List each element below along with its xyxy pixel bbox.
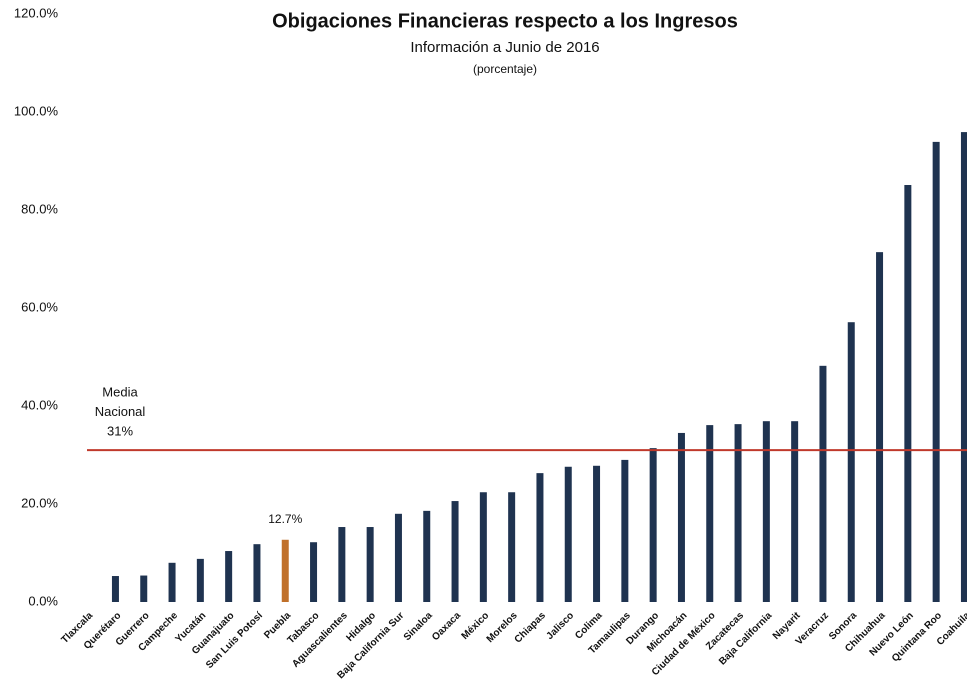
y-tick-label: 40.0% — [21, 397, 58, 412]
bar — [706, 425, 714, 602]
x-tick-label: Oaxaca — [430, 610, 463, 643]
bar — [536, 473, 544, 602]
y-tick-label: 60.0% — [21, 299, 58, 314]
y-tick-label: 120.0% — [14, 5, 59, 20]
bar — [111, 576, 119, 602]
y-tick-label: 0.0% — [28, 593, 58, 608]
bar — [281, 539, 289, 602]
bar — [310, 542, 318, 602]
bar — [140, 575, 148, 602]
bar — [677, 432, 685, 602]
bar — [479, 492, 487, 602]
bar — [394, 513, 402, 602]
bar — [593, 465, 601, 602]
x-tick-label: Sinaloa — [402, 610, 435, 643]
y-tick-label: 100.0% — [14, 103, 59, 118]
mean-annotation: Nacional — [95, 404, 146, 419]
bar — [225, 551, 233, 602]
bar — [423, 510, 431, 602]
bar — [762, 421, 770, 602]
chart-subtitle: Información a Junio de 2016 — [410, 39, 599, 56]
x-tick-label: Baja California — [717, 610, 775, 668]
bar — [791, 421, 799, 602]
unit-note: (porcentaje) — [473, 62, 537, 76]
bar — [621, 459, 629, 602]
bar — [960, 132, 967, 602]
x-tick-label: Jalisco — [544, 610, 576, 642]
y-tick-label: 20.0% — [21, 495, 58, 510]
bar — [904, 185, 912, 602]
bar — [649, 448, 657, 602]
bar — [196, 558, 204, 602]
bar — [338, 527, 346, 602]
x-tick-label: Quintana Roo — [890, 610, 944, 664]
bar — [734, 424, 742, 602]
bar — [366, 527, 374, 602]
mean-annotation: 31% — [107, 423, 133, 438]
bar — [564, 466, 572, 602]
x-tick-label: Chiapas — [513, 610, 549, 646]
y-tick-label: 80.0% — [21, 201, 58, 216]
chart-title: Obigaciones Financieras respecto a los I… — [272, 10, 738, 32]
bar — [847, 322, 855, 602]
bar — [819, 365, 827, 602]
bar — [508, 492, 516, 602]
data-label: 12.7% — [268, 512, 302, 526]
bar — [932, 141, 940, 602]
bar — [168, 562, 176, 602]
bar — [876, 252, 884, 602]
bar — [451, 501, 459, 602]
mean-annotation: Media — [102, 384, 138, 399]
bar — [253, 544, 261, 602]
